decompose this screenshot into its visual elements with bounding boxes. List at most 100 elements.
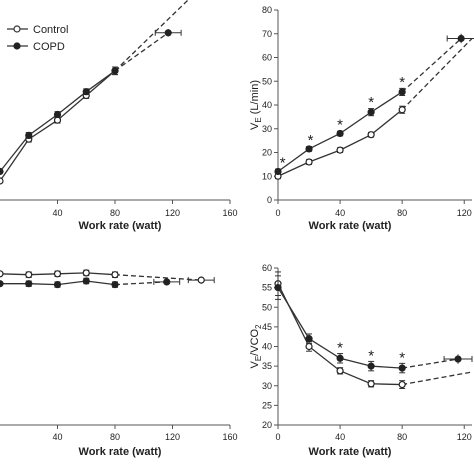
series-line [0,70,116,183]
x-tick-label: 160 [222,208,237,218]
data-point [454,355,462,363]
x-tick-label: 0 [275,432,280,442]
series-copd [0,29,182,176]
x-tick-label: 40 [335,208,345,218]
series-dashed-line [402,371,473,386]
y-tick-label: 70 [262,29,272,39]
y-tick-label: 60 [262,53,272,63]
series-dashed-line [401,38,462,93]
data-point [398,88,406,96]
data-point [398,364,406,372]
data-point [53,110,62,119]
data-point [457,34,465,43]
x-tick-label: 80 [110,432,120,442]
y-axis-label-part: /VCO [249,328,261,355]
data-point [197,276,205,284]
y-tick-label: 30 [262,381,272,391]
x-tick-label: 160 [222,432,237,442]
series-dashed-line [402,358,459,369]
data-point [82,88,90,96]
y-axis-label-part: E [254,117,263,122]
significance-star: * [399,74,405,91]
x-tick-label: 40 [335,432,345,442]
panel-bottom-right: 0 40 80 120 Work rate (watt) 20 25 30 35 40 45 50 55… [249,263,473,458]
legend: Control COPD [7,24,68,53]
y-tick-label: 50 [262,76,272,86]
data-point [0,177,4,185]
data-point [111,67,119,75]
y-tick-label: 0 [267,195,272,205]
data-point [398,380,406,389]
data-point [305,335,313,343]
data-point [82,277,90,285]
data-point [163,278,171,286]
series-copd [274,275,473,374]
series-control [0,0,189,185]
significance-star: * [337,340,343,357]
y-tick-label: 10 [262,171,272,181]
data-point [336,129,344,138]
significance-star: * [337,117,343,134]
x-tick-label: 120 [165,432,180,442]
y-tick-label: 40 [262,342,272,352]
data-point [0,270,4,278]
x-tick-label: 80 [397,208,407,218]
series-line [0,70,116,173]
y-tick-label: 45 [262,322,272,332]
x-axis-label: Work rate (watt) [309,446,392,458]
data-point [53,281,62,289]
significance-star: * [280,155,286,172]
y-tick-label: 35 [262,361,272,371]
data-point [164,29,172,37]
legend-control-label: Control [33,24,68,36]
y-tick-label: 80 [262,5,272,15]
data-point [367,131,375,139]
series-line [0,280,116,286]
y-axis-label: VE (L/min) [249,80,263,130]
data-point [25,131,33,139]
data-point [367,362,375,370]
panel-top-left: 40 80 120 160 Work rate (watt) [0,0,238,232]
y-axis-label-part: 2 [254,324,263,329]
y-axis-label-part: V [249,122,261,130]
y-tick-label: 40 [262,100,272,110]
data-point [336,354,344,362]
series-copd [0,277,181,289]
x-axis-label: Work rate (watt) [79,446,162,458]
x-tick-label: 0 [275,208,280,218]
x-tick-label: 120 [457,432,472,442]
series-control [0,269,215,284]
x-tick-label: 120 [165,208,180,218]
x-tick-label: 40 [52,432,62,442]
x-tick-label: 120 [457,208,472,218]
x-axis-label: Work rate (watt) [79,220,162,232]
legend-copd-label: COPD [33,41,65,53]
data-point [274,167,282,176]
data-point [53,270,62,278]
series-dashed-line [114,32,169,72]
y-tick-label: 20 [262,148,272,158]
data-point [111,281,119,289]
data-point [111,271,119,279]
data-point [0,280,4,288]
y-tick-label: 60 [262,263,272,273]
y-tick-label: 30 [262,124,272,134]
x-tick-label: 80 [397,432,407,442]
data-point [398,106,406,114]
data-point [25,280,33,288]
panel-bottom-left: 40 80 120 160 Work rate (watt) [0,269,238,458]
legend-control-marker [13,25,21,33]
series-copd [274,33,474,176]
x-tick-label: 40 [52,208,62,218]
significance-star: * [399,349,405,366]
data-point [305,158,313,166]
y-axis-label: VE/VCO2 [249,324,263,369]
data-point [25,271,33,279]
y-tick-label: 25 [262,400,272,410]
data-point [367,108,375,116]
data-point [82,269,90,277]
data-point [305,342,313,351]
significance-star: * [368,94,374,111]
data-point [336,146,344,154]
